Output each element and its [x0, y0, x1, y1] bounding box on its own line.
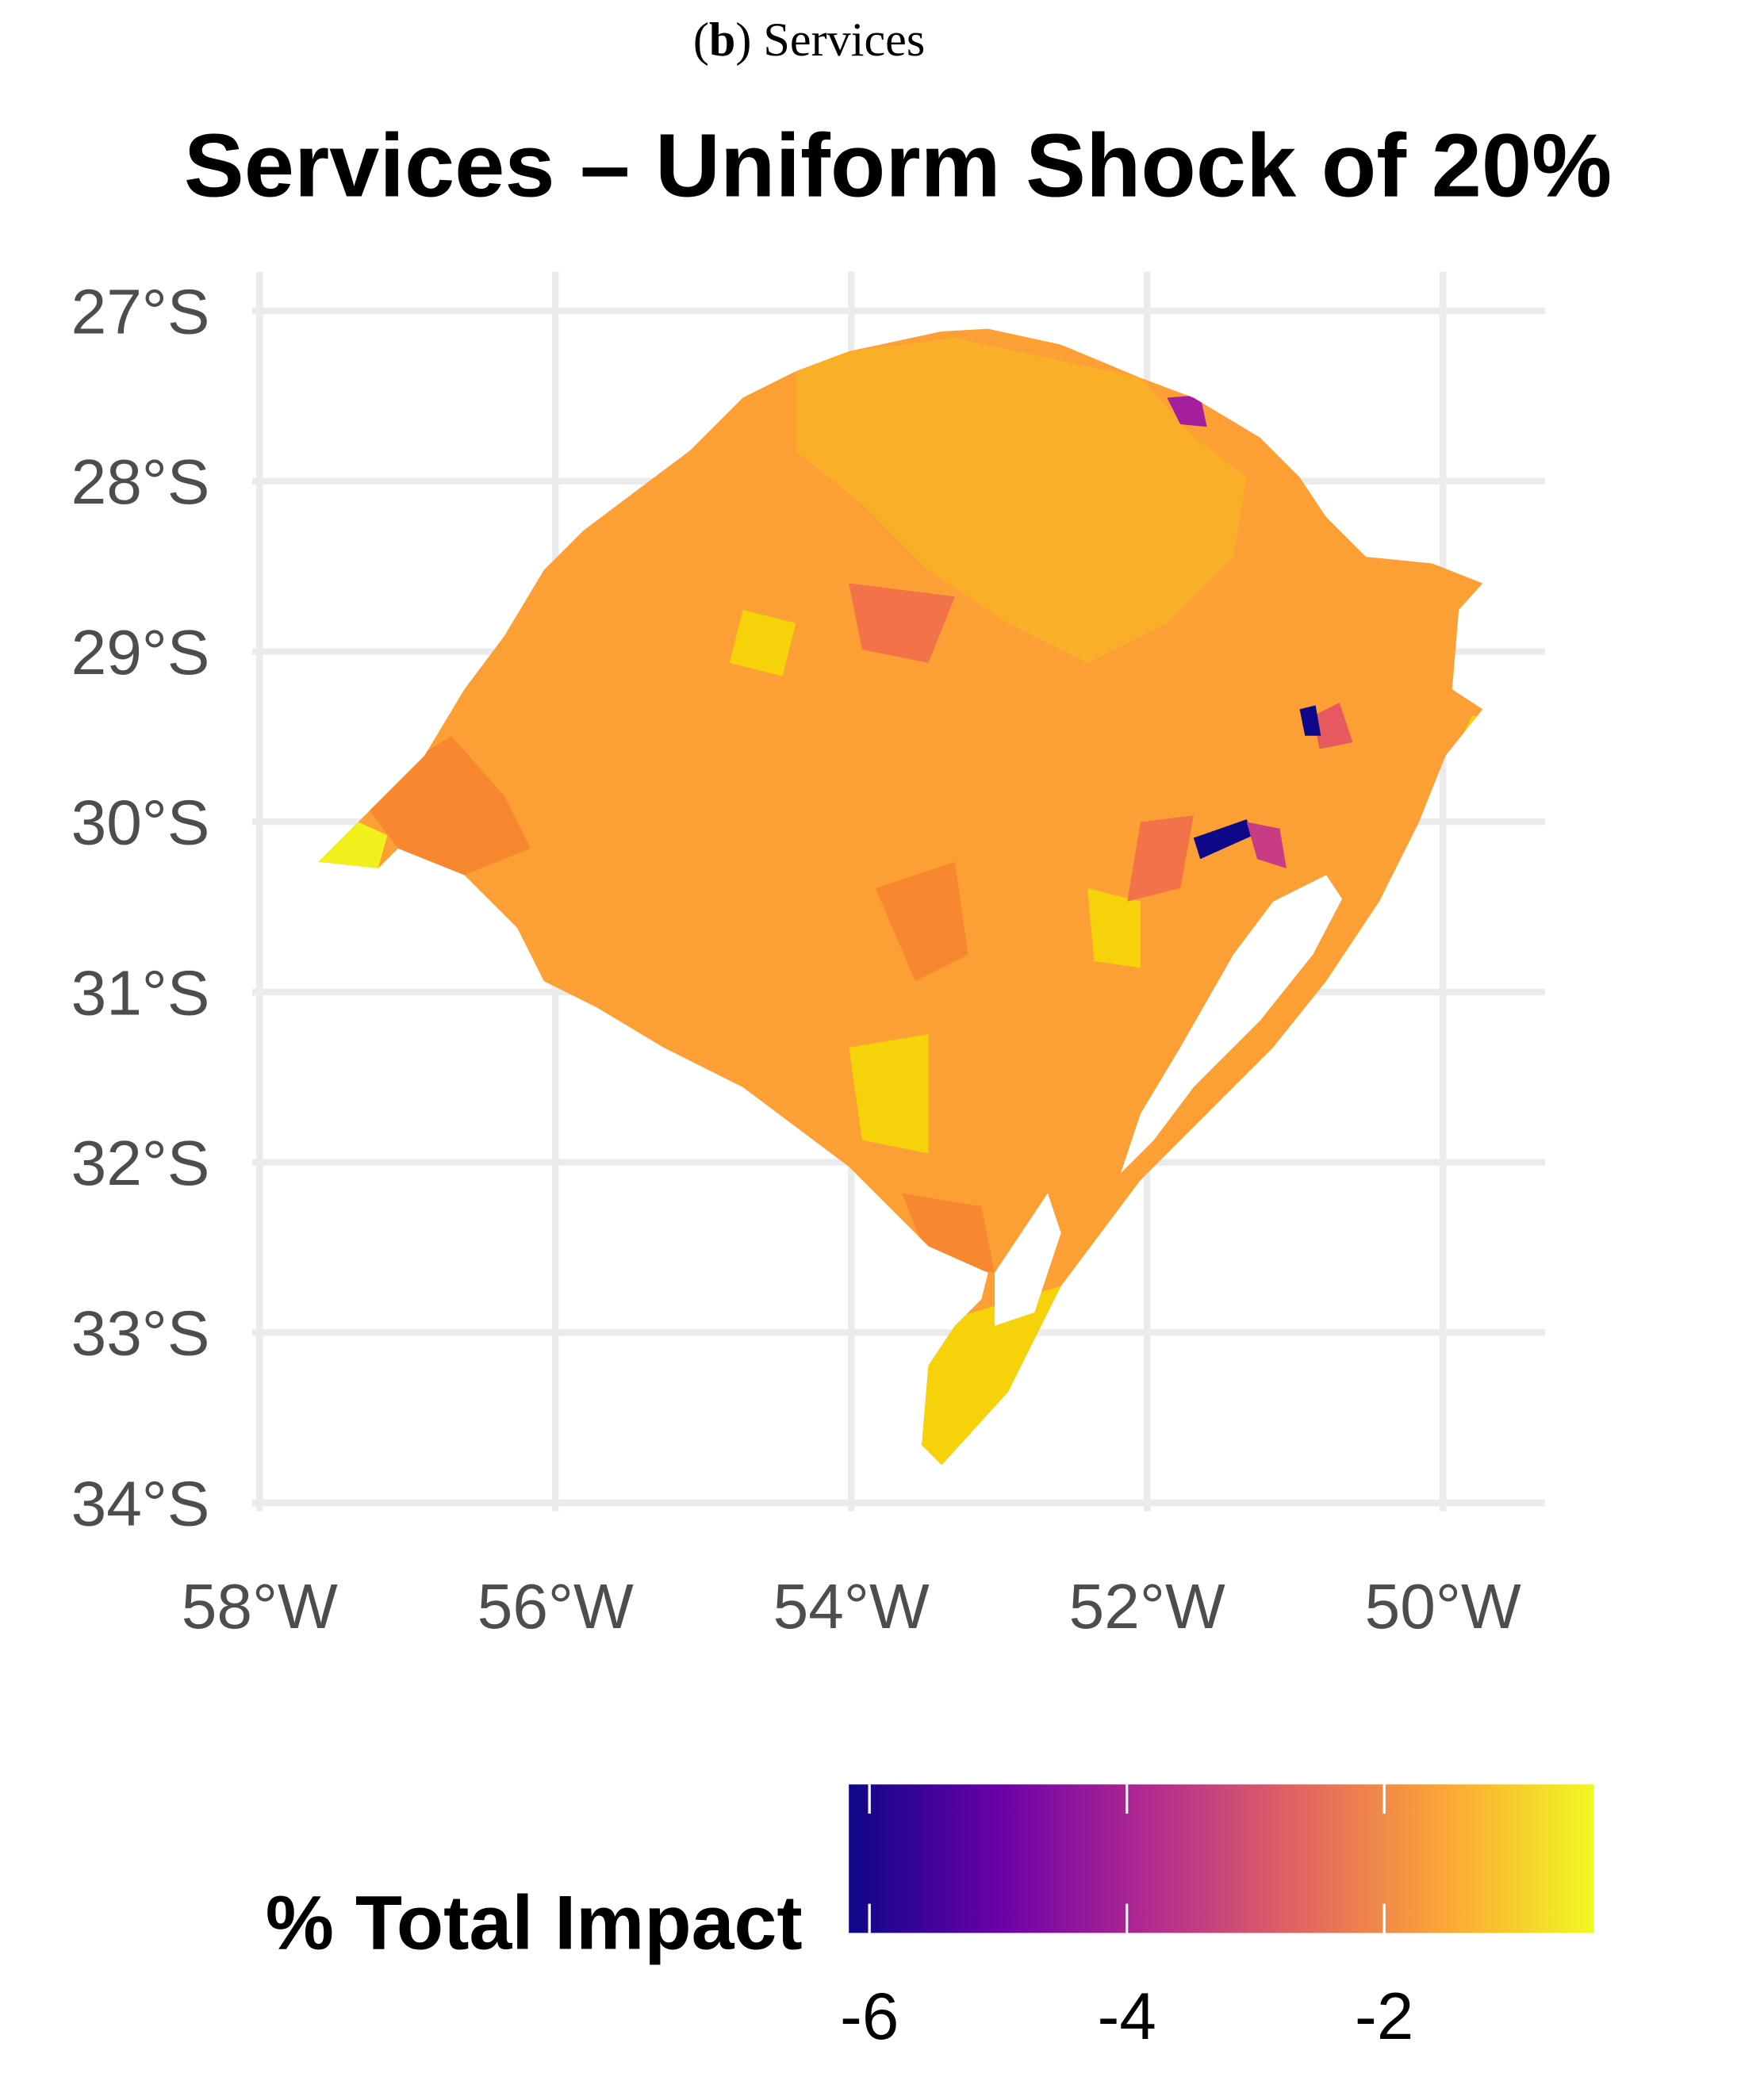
axes: 58°W 56°W 54°W 52°W 50°W 27°S 28°S 29°S 30°S 31°S… [71, 277, 1521, 1642]
y-tick-label: 33°S [71, 1298, 210, 1370]
x-tick-label: 54°W [773, 1571, 930, 1642]
colorbar-tick-label: -6 [840, 1979, 899, 2053]
patch [796, 338, 1247, 663]
patch [1313, 703, 1353, 749]
y-tick-label: 31°S [71, 957, 210, 1029]
legend: -6 -4 -2 [840, 1784, 1413, 2053]
y-tick-label: 30°S [71, 787, 210, 859]
legend-title: % Total Impact [266, 1879, 803, 1965]
lagoon [995, 1193, 1061, 1326]
map [318, 328, 1483, 1466]
x-tick-label: 58°W [182, 1571, 338, 1642]
x-tick-label: 56°W [477, 1571, 634, 1642]
patch [318, 822, 388, 868]
patch [849, 1033, 929, 1154]
patch [849, 583, 955, 663]
lagoon [1120, 875, 1343, 1174]
colorbar-tick-label: -4 [1098, 1979, 1156, 2053]
patch [1167, 395, 1207, 427]
patch [729, 609, 796, 676]
y-tick-label: 27°S [71, 277, 210, 348]
patch [875, 861, 968, 982]
y-tick-label: 29°S [71, 617, 210, 688]
caption: (b) Services [693, 13, 925, 67]
y-tick-label: 28°S [71, 446, 210, 518]
patch [902, 1193, 995, 1273]
caption-text: Services [763, 13, 925, 67]
x-tick-label: 52°W [1069, 1571, 1225, 1642]
patch [1193, 819, 1254, 860]
colorbar [849, 1784, 1594, 1933]
y-tick-label: 32°S [71, 1128, 210, 1199]
patch [1299, 705, 1321, 736]
chart-title: Services – Uniform Shock of 20% [184, 115, 1612, 216]
y-tick-label: 34°S [71, 1468, 210, 1539]
caption-label: b [709, 13, 735, 67]
patch [1087, 888, 1141, 968]
colorbar-tick-label: -2 [1355, 1979, 1413, 2053]
patch [1127, 815, 1194, 902]
x-tick-label: 50°W [1365, 1571, 1521, 1642]
